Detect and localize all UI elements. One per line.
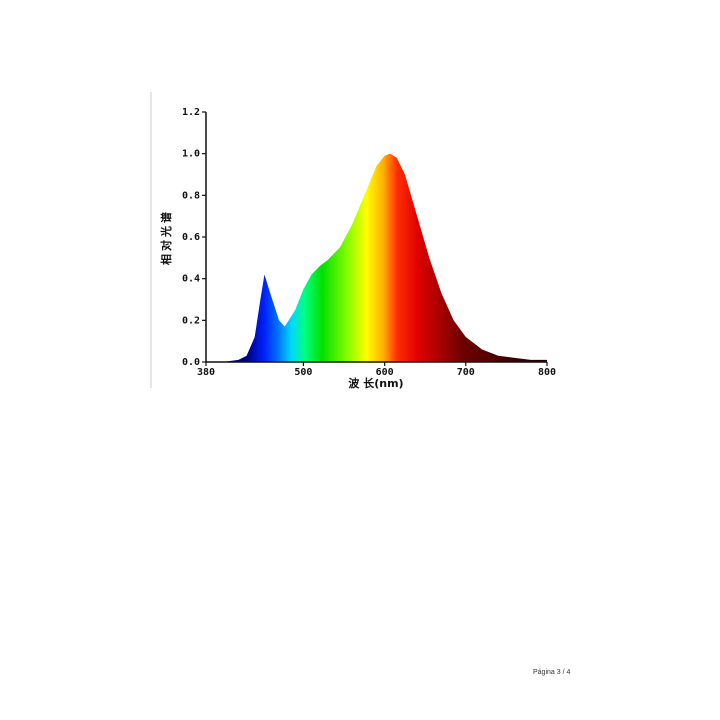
y-tick-label: 0.4 — [182, 274, 200, 285]
x-axis-title: 波 长(nm) — [348, 376, 403, 390]
x-tick-label: 600 — [376, 367, 394, 378]
plot: 0.0 0.2 0.4 0.6 0.8 1.0 1.2 380 500 600 700 800 — [182, 107, 556, 378]
spectrum-area — [206, 153, 547, 362]
y-axis-title: 相对光谱 — [159, 209, 173, 265]
y-tick-label: 0.2 — [182, 315, 200, 326]
x-tick-label: 700 — [457, 367, 475, 378]
y-tick-label: 1.0 — [182, 149, 200, 160]
y-tick-label: 1.2 — [182, 107, 200, 118]
footer: Página 3 / 4 — [533, 669, 571, 676]
y-tick-label: 0.6 — [182, 232, 200, 243]
x-tick-label: 380 — [197, 367, 215, 378]
x-tick-label: 800 — [538, 367, 556, 378]
y-tick-label: 0.8 — [182, 190, 200, 201]
x-tick-label: 500 — [294, 367, 312, 378]
y-tick-label: 0.0 — [182, 357, 200, 368]
